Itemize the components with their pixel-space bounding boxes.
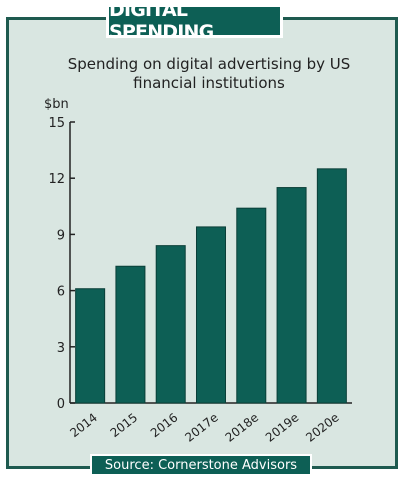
x-tick-label: 2018e: [223, 410, 262, 444]
x-tick-label: 2020e: [303, 410, 342, 444]
chart-title-badge: DIGITAL SPENDING: [106, 0, 283, 43]
bar: [276, 187, 307, 404]
source-note: Source: Cornerstone Advisors: [90, 454, 312, 476]
x-tick-label: 2016: [148, 410, 181, 440]
x-tick-label: 2019e: [263, 410, 302, 444]
bar: [316, 168, 347, 404]
y-tick-label: 12: [48, 172, 65, 187]
bar: [155, 245, 186, 404]
y-axis-unit-label: $bn: [44, 97, 69, 112]
y-tick-label: 6: [57, 285, 65, 300]
y-tick-label: 9: [57, 228, 65, 243]
y-tick-label: 15: [48, 116, 65, 131]
chart-subtitle: Spending on digital advertising by US fi…: [67, 55, 351, 92]
x-tick-label: 2014: [67, 410, 100, 440]
bar: [195, 226, 227, 404]
bar: [236, 207, 267, 404]
bar: [115, 265, 146, 404]
bar: [75, 288, 106, 404]
y-tick-label: 3: [57, 341, 65, 356]
x-tick-label: 2015: [108, 410, 141, 440]
y-tick-label: 0: [57, 397, 65, 412]
x-tick-label: 2017e: [182, 410, 221, 444]
